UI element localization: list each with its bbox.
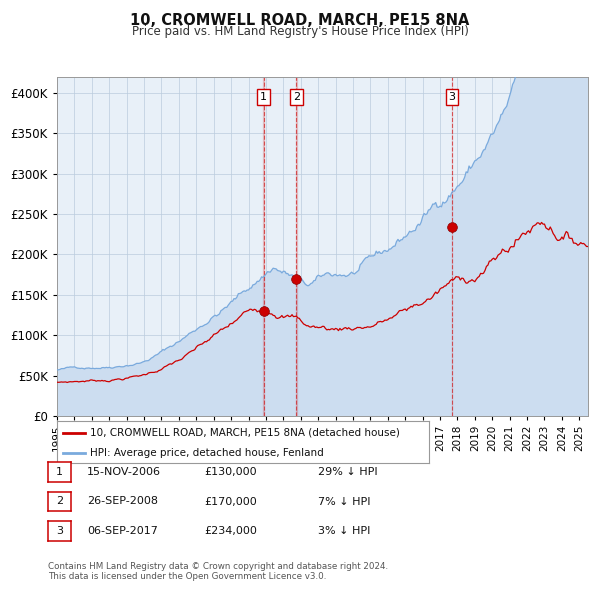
Text: 2: 2: [293, 92, 300, 102]
Text: 3: 3: [56, 526, 63, 536]
Text: 15-NOV-2006: 15-NOV-2006: [87, 467, 161, 477]
Text: 3: 3: [448, 92, 455, 102]
Text: £234,000: £234,000: [204, 526, 257, 536]
Bar: [263, 77, 264, 416]
Text: 10, CROMWELL ROAD, MARCH, PE15 8NA: 10, CROMWELL ROAD, MARCH, PE15 8NA: [130, 13, 470, 28]
Text: Contains HM Land Registry data © Crown copyright and database right 2024.: Contains HM Land Registry data © Crown c…: [48, 562, 388, 571]
Text: £170,000: £170,000: [204, 497, 257, 506]
Text: 3% ↓ HPI: 3% ↓ HPI: [318, 526, 370, 536]
Text: 1: 1: [56, 467, 63, 477]
Text: 29% ↓ HPI: 29% ↓ HPI: [318, 467, 377, 477]
Text: 26-SEP-2008: 26-SEP-2008: [87, 497, 158, 506]
Text: Price paid vs. HM Land Registry's House Price Index (HPI): Price paid vs. HM Land Registry's House …: [131, 25, 469, 38]
Text: 10, CROMWELL ROAD, MARCH, PE15 8NA (detached house): 10, CROMWELL ROAD, MARCH, PE15 8NA (deta…: [90, 428, 400, 438]
Text: 2: 2: [56, 497, 63, 506]
Text: This data is licensed under the Open Government Licence v3.0.: This data is licensed under the Open Gov…: [48, 572, 326, 581]
Text: 1: 1: [260, 92, 267, 102]
Text: 7% ↓ HPI: 7% ↓ HPI: [318, 497, 371, 506]
Text: 06-SEP-2017: 06-SEP-2017: [87, 526, 158, 536]
Text: £130,000: £130,000: [204, 467, 257, 477]
Text: HPI: Average price, detached house, Fenland: HPI: Average price, detached house, Fenl…: [90, 448, 323, 457]
